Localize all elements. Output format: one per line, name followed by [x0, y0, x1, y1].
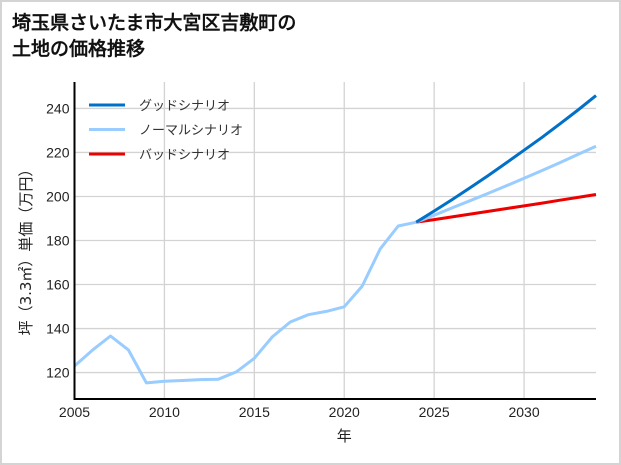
x-tick-label: 2020: [329, 404, 360, 420]
y-tick-label: 140: [46, 321, 70, 337]
legend-label: バッドシナリオ: [139, 148, 230, 163]
x-axis-ticks: 2005 2010 2015 2020 2025 2030: [59, 404, 540, 420]
series-line-0: [73, 220, 417, 385]
x-axis-label: 年: [337, 427, 352, 445]
chart-title-line-2: 土地の価格推移: [12, 38, 146, 60]
x-tick-label: 2025: [419, 404, 450, 420]
y-tick-label: 220: [46, 144, 70, 160]
legend-label: グッドシナリオ: [139, 99, 230, 114]
grid-lines: [73, 82, 596, 399]
y-tick-label: 160: [46, 277, 70, 293]
series-line-1: [415, 94, 597, 224]
series-line-2: [415, 144, 597, 224]
y-tick-label: 240: [46, 100, 70, 116]
legend-label: ノーマルシナリオ: [139, 124, 243, 139]
y-tick-label: 120: [46, 365, 70, 381]
y-tick-label: 180: [46, 233, 70, 249]
data-series: [73, 94, 597, 385]
chart-title-line-1: 埼玉県さいたま市大宮区吉敷町の: [12, 12, 297, 34]
chart-title: 埼玉県さいたま市大宮区吉敷町の 土地の価格推移: [12, 10, 296, 62]
y-axis-label: 坪（3.3㎡）単価（万円）: [17, 162, 35, 336]
x-tick-label: 2005: [59, 404, 90, 420]
series-line-3: [415, 193, 597, 224]
x-tick-label: 2010: [149, 404, 180, 420]
x-tick-label: 2030: [508, 404, 539, 420]
y-axis-ticks: 120 140 160 180 200 220 240: [46, 100, 70, 380]
axes: [73, 82, 596, 400]
y-tick-label: 200: [46, 188, 70, 204]
x-tick-label: 2015: [239, 404, 270, 420]
